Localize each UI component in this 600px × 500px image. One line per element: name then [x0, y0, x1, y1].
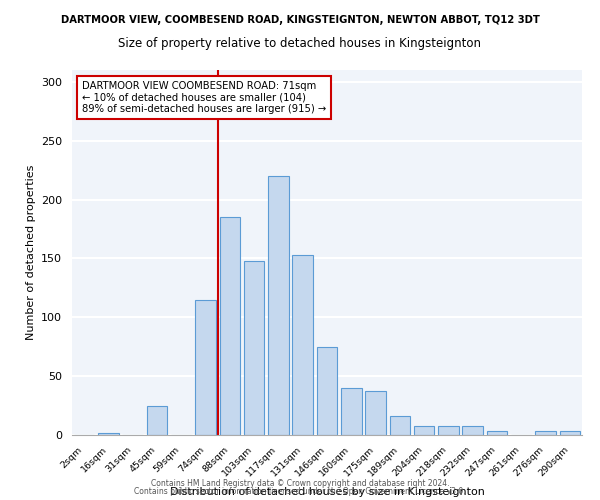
- Text: Contains HM Land Registry data © Crown copyright and database right 2024.: Contains HM Land Registry data © Crown c…: [151, 478, 449, 488]
- Bar: [317, 346, 337, 435]
- Bar: [535, 432, 556, 435]
- Bar: [146, 406, 167, 435]
- X-axis label: Distribution of detached houses by size in Kingsteignton: Distribution of detached houses by size …: [170, 486, 484, 496]
- Bar: [487, 432, 508, 435]
- Bar: [195, 300, 216, 435]
- Bar: [292, 255, 313, 435]
- Text: Size of property relative to detached houses in Kingsteignton: Size of property relative to detached ho…: [119, 38, 482, 51]
- Bar: [220, 217, 240, 435]
- Bar: [389, 416, 410, 435]
- Bar: [438, 426, 459, 435]
- Bar: [560, 432, 580, 435]
- Bar: [414, 426, 434, 435]
- Bar: [268, 176, 289, 435]
- Bar: [463, 426, 483, 435]
- Y-axis label: Number of detached properties: Number of detached properties: [26, 165, 35, 340]
- Text: DARTMOOR VIEW COOMBESEND ROAD: 71sqm
← 10% of detached houses are smaller (104)
: DARTMOOR VIEW COOMBESEND ROAD: 71sqm ← 1…: [82, 81, 326, 114]
- Text: DARTMOOR VIEW, COOMBESEND ROAD, KINGSTEIGNTON, NEWTON ABBOT, TQ12 3DT: DARTMOOR VIEW, COOMBESEND ROAD, KINGSTEI…: [61, 15, 539, 25]
- Bar: [244, 260, 265, 435]
- Bar: [365, 392, 386, 435]
- Text: Contains public sector information licensed under the Open Government Licence v3: Contains public sector information licen…: [134, 488, 466, 496]
- Bar: [98, 432, 119, 435]
- Bar: [341, 388, 362, 435]
